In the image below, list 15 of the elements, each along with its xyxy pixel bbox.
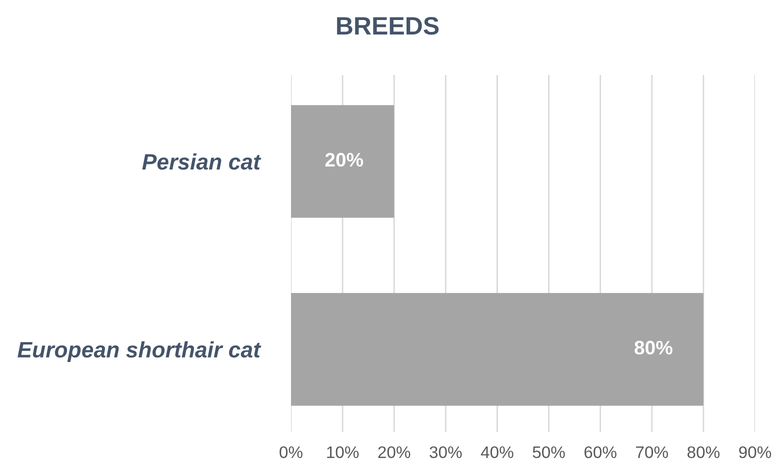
y-tick-label: European shorthair cat <box>18 341 262 362</box>
x-tick-label: 90% <box>739 446 772 458</box>
x-tick-label: 80% <box>687 446 720 458</box>
data-label: 20% <box>325 152 364 167</box>
x-tick-label: 60% <box>584 446 616 458</box>
x-tick-label: 0% <box>280 446 302 458</box>
data-label: 80% <box>634 340 672 355</box>
y-tick-label: Persian cat <box>142 153 262 170</box>
x-tick-label: 20% <box>378 446 410 458</box>
chart-title: BREEDS <box>337 17 439 35</box>
x-tick-label: 30% <box>430 446 462 458</box>
x-tick-label: 70% <box>636 446 668 458</box>
x-tick-label: 40% <box>480 446 514 458</box>
x-tick-label: 10% <box>327 446 359 458</box>
x-tick-label: 50% <box>532 446 565 458</box>
